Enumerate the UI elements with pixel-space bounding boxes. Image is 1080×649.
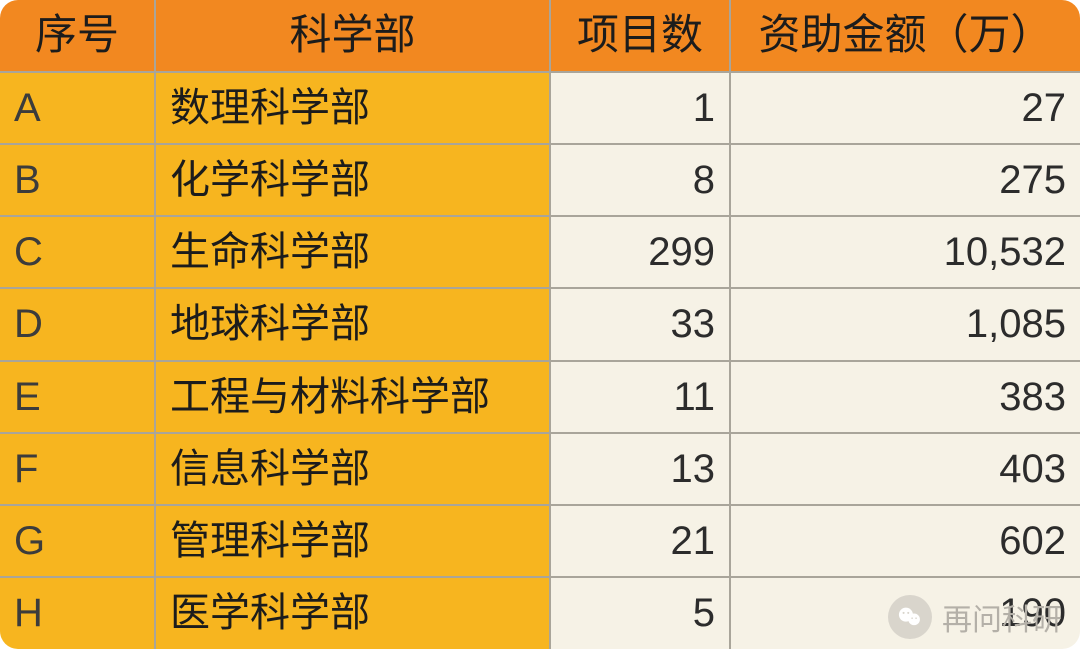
col-header-dept: 科学部 — [155, 0, 550, 72]
cell-index: D — [0, 288, 155, 360]
cell-dept: 管理科学部 — [155, 505, 550, 577]
cell-index: H — [0, 577, 155, 649]
cell-amount: 190 — [730, 577, 1080, 649]
table-row: B 化学科学部 8 275 — [0, 144, 1080, 216]
table-row: G 管理科学部 21 602 — [0, 505, 1080, 577]
cell-count: 11 — [550, 361, 730, 433]
table-row: D 地球科学部 33 1,085 — [0, 288, 1080, 360]
cell-dept: 生命科学部 — [155, 216, 550, 288]
table-row: A 数理科学部 1 27 — [0, 72, 1080, 144]
cell-index: B — [0, 144, 155, 216]
cell-amount: 1,085 — [730, 288, 1080, 360]
cell-index: A — [0, 72, 155, 144]
cell-amount: 403 — [730, 433, 1080, 505]
cell-count: 13 — [550, 433, 730, 505]
cell-count: 299 — [550, 216, 730, 288]
table-row: F 信息科学部 13 403 — [0, 433, 1080, 505]
cell-dept: 信息科学部 — [155, 433, 550, 505]
cell-index: G — [0, 505, 155, 577]
funding-table: 序号 科学部 项目数 资助金额（万） A 数理科学部 1 27 B 化学科学部 … — [0, 0, 1080, 649]
cell-dept: 化学科学部 — [155, 144, 550, 216]
cell-amount: 602 — [730, 505, 1080, 577]
cell-amount: 275 — [730, 144, 1080, 216]
cell-amount: 383 — [730, 361, 1080, 433]
cell-index: C — [0, 216, 155, 288]
cell-count: 1 — [550, 72, 730, 144]
cell-dept: 医学科学部 — [155, 577, 550, 649]
cell-dept: 地球科学部 — [155, 288, 550, 360]
funding-table-container: 序号 科学部 项目数 资助金额（万） A 数理科学部 1 27 B 化学科学部 … — [0, 0, 1080, 649]
cell-count: 21 — [550, 505, 730, 577]
cell-amount: 27 — [730, 72, 1080, 144]
table-row: C 生命科学部 299 10,532 — [0, 216, 1080, 288]
col-header-amount: 资助金额（万） — [730, 0, 1080, 72]
table-row: H 医学科学部 5 190 — [0, 577, 1080, 649]
cell-dept: 工程与材料科学部 — [155, 361, 550, 433]
cell-count: 33 — [550, 288, 730, 360]
cell-amount: 10,532 — [730, 216, 1080, 288]
col-header-count: 项目数 — [550, 0, 730, 72]
table-row: E 工程与材料科学部 11 383 — [0, 361, 1080, 433]
cell-dept: 数理科学部 — [155, 72, 550, 144]
cell-count: 5 — [550, 577, 730, 649]
cell-index: F — [0, 433, 155, 505]
cell-index: E — [0, 361, 155, 433]
table-body: A 数理科学部 1 27 B 化学科学部 8 275 C 生命科学部 299 1… — [0, 72, 1080, 649]
table-header-row: 序号 科学部 项目数 资助金额（万） — [0, 0, 1080, 72]
col-header-index: 序号 — [0, 0, 155, 72]
cell-count: 8 — [550, 144, 730, 216]
